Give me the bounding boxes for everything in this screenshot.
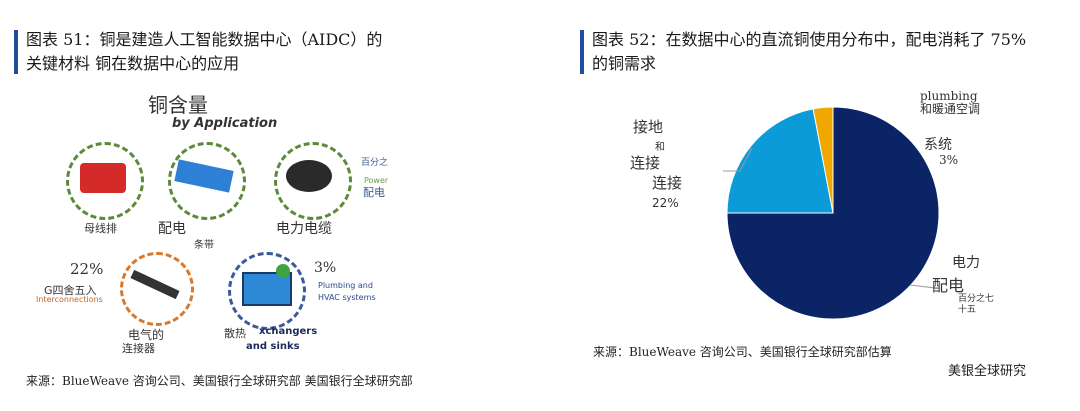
connector-label: 电气的 [128, 328, 165, 342]
connector-circle [120, 252, 194, 326]
figure-52-title: 图表 52：在数据中心的直流铜使用分布中，配电消耗了 75% 的铜需求 [592, 30, 1027, 73]
connector-sublabel: 连接器 [122, 342, 155, 355]
title-accent-bar-right [580, 30, 584, 74]
strip-circle [168, 142, 246, 220]
hvac-en-1: Plumbing and [318, 281, 373, 290]
distribution-label: 配电 [158, 221, 186, 237]
leader-line-grounding [723, 147, 753, 172]
interconnect-pct: 22% [70, 260, 104, 278]
pie-slice-2 [812, 106, 834, 214]
hvac-en-2: HVAC systems [318, 293, 376, 302]
by-application-subheading: by Application [172, 116, 278, 131]
title-accent-bar [14, 30, 18, 74]
footer-brand: 美银全球研究 [948, 364, 1027, 379]
heat-circle [228, 252, 306, 330]
pie-chart [723, 106, 940, 320]
cable-circle [274, 142, 352, 220]
pie-slice-0 [726, 106, 940, 320]
busbar-label: 母线排 [84, 222, 117, 235]
figure-51-title: 图表 51：铜是建造人工智能数据中心（AIDC）的 关键材料 铜在数据中心的应用 [26, 30, 383, 73]
power-cable-icon [286, 160, 332, 192]
copper-content-heading: 铜含量 [148, 93, 208, 117]
flame-icon [276, 264, 290, 278]
heat-label: 散热 [224, 327, 246, 340]
interconnect-en: Interconnections [36, 295, 103, 304]
heat-sublabel: xchangers [259, 326, 318, 337]
heat-sublabel-2: and sinks [246, 341, 300, 352]
slice-label-plumbing: plumbing 和暖通空调 系统 3% [920, 89, 981, 167]
hvac-pct: 3% [314, 260, 337, 276]
power-cable-label: 电力电缆 [276, 221, 332, 237]
figure-52-source: 来源：BlueWeave 咨询公司、美国银行全球研究部估算 [593, 345, 892, 359]
figure-51-source: 来源：BlueWeave 咨询公司、美国银行全球研究部 美国银行全球研究部 [26, 374, 413, 388]
power-pct: 百分之 [361, 158, 389, 168]
busbar-circle [66, 142, 144, 220]
power-label-cn: 配电 [363, 186, 385, 199]
power-label: Power [364, 176, 389, 185]
leader-line-power [909, 284, 936, 289]
interconnect-cn: G四舍五入 [44, 284, 97, 297]
pie-slice-1 [726, 108, 834, 214]
strip-label: 条带 [194, 240, 214, 251]
busbar-icon [80, 163, 126, 193]
